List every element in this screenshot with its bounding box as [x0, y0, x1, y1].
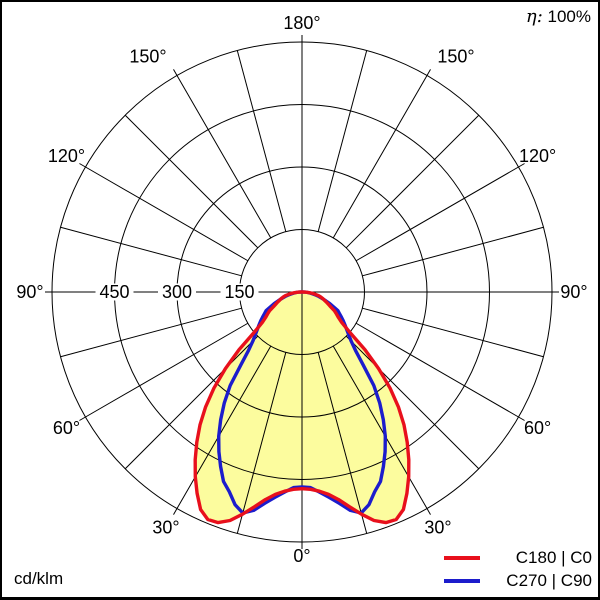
grid-spoke-60 [355, 322, 519, 418]
grid-spoke-30 [332, 345, 428, 509]
grid-spoke-165 [317, 50, 368, 232]
legend-item-c180-c0: C180 | C0 [444, 546, 592, 569]
legend-swatch-red [444, 555, 480, 560]
legend-label: C270 | C90 [506, 570, 592, 590]
legend-swatch-blue [444, 578, 480, 583]
angle-tick [79, 163, 86, 168]
angle-label-90-right: 90° [560, 282, 587, 302]
grid-spoke-330 [176, 345, 272, 509]
grid-spoke-345 [236, 352, 287, 534]
grid-spoke-15 [317, 352, 368, 534]
radial-tick-bg [220, 283, 259, 301]
angle-tick [426, 69, 431, 76]
angle-tick [173, 69, 178, 76]
angle-tick [426, 508, 431, 515]
radial-tick-label: 450 [99, 282, 129, 302]
grid-spoke-135 [345, 114, 480, 249]
grid-spoke-285 [60, 307, 242, 358]
angle-label-60-right: 60° [524, 418, 551, 438]
grid-spoke-105 [362, 226, 544, 277]
angle-label-90-left: 90° [16, 282, 43, 302]
curve-c180-c0 [193, 290, 411, 525]
grid-spoke-255 [60, 226, 242, 277]
efficiency-label: η: 100% [526, 6, 591, 27]
angle-tick [173, 508, 178, 515]
radial-tick-label: 300 [162, 282, 192, 302]
efficiency-value: 100% [547, 7, 591, 26]
grid-spoke-150 [332, 75, 428, 239]
radial-tick-label: 150 [224, 282, 254, 302]
angle-label-150-left: 150° [129, 46, 166, 66]
angle-label-0: 0° [293, 546, 310, 566]
angle-label-30-right: 30° [424, 518, 451, 538]
angle-tick [79, 416, 86, 421]
angle-label-30-left: 30° [152, 518, 179, 538]
unit-label: cd/klm [14, 569, 64, 588]
angle-label-120-right: 120° [519, 146, 556, 166]
grid-spoke-75 [362, 307, 544, 358]
grid-spoke-120 [355, 166, 519, 262]
grid-spoke-240 [85, 166, 249, 262]
angle-label-120-left: 120° [48, 146, 85, 166]
eta-symbol: η: [525, 6, 543, 27]
angle-tick [518, 416, 525, 421]
angle-label-150-right: 150° [437, 46, 474, 66]
angle-label-60-left: 60° [53, 418, 80, 438]
radial-tick-bg [158, 283, 196, 301]
angle-label-180: 180° [283, 13, 320, 33]
grid-spoke-45 [345, 335, 480, 470]
legend: C180 | C0 C270 | C90 [444, 546, 592, 592]
grid-spoke-210 [176, 75, 272, 239]
grid-spoke-300 [85, 322, 249, 418]
grid-spoke-195 [236, 50, 287, 232]
angle-tick [518, 163, 525, 168]
radial-tick-bg [95, 283, 134, 301]
legend-item-c270-c90: C270 | C90 [444, 569, 592, 592]
grid-spoke-315 [124, 335, 259, 470]
legend-label: C180 | C0 [515, 547, 592, 567]
grid-spoke-225 [124, 114, 259, 249]
